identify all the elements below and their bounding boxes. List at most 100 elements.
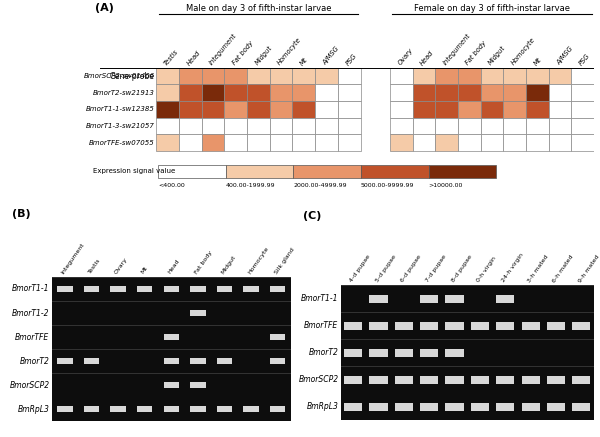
Text: Integument: Integument — [442, 33, 472, 66]
Bar — [164, 334, 179, 340]
Text: Midgut: Midgut — [220, 254, 237, 275]
Bar — [52, 349, 291, 373]
Bar — [57, 357, 73, 364]
Text: Mt: Mt — [533, 56, 543, 66]
Bar — [496, 322, 514, 330]
Text: Male on day 3 of fifth-instar larvae: Male on day 3 of fifth-instar larvae — [186, 3, 331, 13]
Text: Midgut: Midgut — [254, 45, 273, 66]
Bar — [395, 376, 413, 384]
Bar — [110, 286, 126, 292]
Bar — [547, 376, 565, 384]
Text: Integument: Integument — [61, 242, 86, 275]
Text: BmorTFE: BmorTFE — [304, 321, 338, 330]
Text: Integument: Integument — [208, 33, 238, 66]
Bar — [571, 84, 594, 101]
Bar — [547, 322, 565, 330]
Text: BmorT1-3-sw21057: BmorT1-3-sw21057 — [86, 123, 155, 129]
Bar — [503, 118, 526, 135]
Bar — [84, 406, 99, 413]
Bar — [110, 406, 126, 413]
Bar — [217, 286, 232, 292]
Bar — [292, 68, 315, 84]
Text: 5-d pupae: 5-d pupae — [374, 254, 397, 283]
Bar — [270, 357, 286, 364]
Text: BmorTFE-sw07055: BmorTFE-sw07055 — [89, 140, 155, 146]
Bar — [445, 295, 464, 303]
Text: 9-h mated: 9-h mated — [577, 253, 600, 283]
Bar — [503, 135, 526, 151]
Bar — [471, 402, 489, 411]
Bar — [413, 101, 436, 118]
Bar — [338, 135, 361, 151]
Bar — [344, 402, 362, 411]
Bar — [247, 135, 270, 151]
Bar — [390, 118, 413, 135]
Bar — [57, 286, 73, 292]
Bar — [481, 135, 503, 151]
Bar — [224, 118, 247, 135]
Text: BmRpL3: BmRpL3 — [307, 402, 338, 411]
Bar — [413, 84, 436, 101]
Bar — [445, 402, 464, 411]
Bar — [190, 310, 206, 316]
Text: <400.00: <400.00 — [158, 183, 185, 187]
Bar — [224, 68, 247, 84]
Bar — [548, 101, 571, 118]
Text: Ovary: Ovary — [114, 257, 129, 275]
Text: 8-d pupae: 8-d pupae — [451, 254, 473, 283]
Bar — [390, 84, 413, 101]
Bar — [445, 349, 464, 357]
Bar — [436, 118, 458, 135]
Bar — [247, 101, 270, 118]
Bar — [190, 406, 206, 413]
Text: 0-h virgin: 0-h virgin — [476, 256, 497, 283]
Bar — [217, 357, 232, 364]
Bar — [164, 382, 179, 388]
Bar — [341, 393, 594, 420]
Bar — [458, 84, 481, 101]
Bar — [571, 135, 594, 151]
Bar — [370, 402, 388, 411]
Bar — [370, 322, 388, 330]
Text: Testis: Testis — [88, 258, 101, 275]
Text: 7-d pupae: 7-d pupae — [425, 254, 448, 283]
Text: A/MSG: A/MSG — [322, 46, 341, 66]
Bar — [164, 406, 179, 413]
Bar — [226, 165, 293, 178]
Bar — [413, 118, 436, 135]
Bar — [548, 68, 571, 84]
Text: 2000.00-4999.99: 2000.00-4999.99 — [293, 183, 347, 187]
Bar — [338, 101, 361, 118]
Bar — [164, 357, 179, 364]
Bar — [370, 349, 388, 357]
Bar — [420, 295, 439, 303]
Bar — [547, 402, 565, 411]
Bar — [190, 286, 206, 292]
Bar — [436, 84, 458, 101]
Text: 24-h virgin: 24-h virgin — [501, 253, 525, 283]
Bar — [521, 402, 540, 411]
Text: 6-d pupae: 6-d pupae — [400, 254, 422, 283]
Bar — [157, 101, 179, 118]
Bar — [458, 135, 481, 151]
Bar — [572, 402, 590, 411]
Text: Silk gland: Silk gland — [274, 247, 295, 275]
Text: 3-h mated: 3-h mated — [527, 253, 550, 283]
Bar — [202, 84, 224, 101]
Text: BmorT1-1: BmorT1-1 — [12, 284, 49, 294]
Bar — [315, 101, 338, 118]
Bar — [445, 322, 464, 330]
Text: A/MSG: A/MSG — [556, 46, 574, 66]
Bar — [315, 84, 338, 101]
Bar — [390, 101, 413, 118]
Bar — [481, 101, 503, 118]
Bar — [341, 339, 594, 366]
Text: Ovary: Ovary — [397, 48, 414, 66]
Bar — [157, 68, 179, 84]
Text: Expression signal value: Expression signal value — [93, 168, 175, 174]
Bar — [224, 84, 247, 101]
Bar — [420, 349, 439, 357]
Bar — [572, 322, 590, 330]
Text: Fat body: Fat body — [231, 40, 254, 66]
Bar — [458, 118, 481, 135]
